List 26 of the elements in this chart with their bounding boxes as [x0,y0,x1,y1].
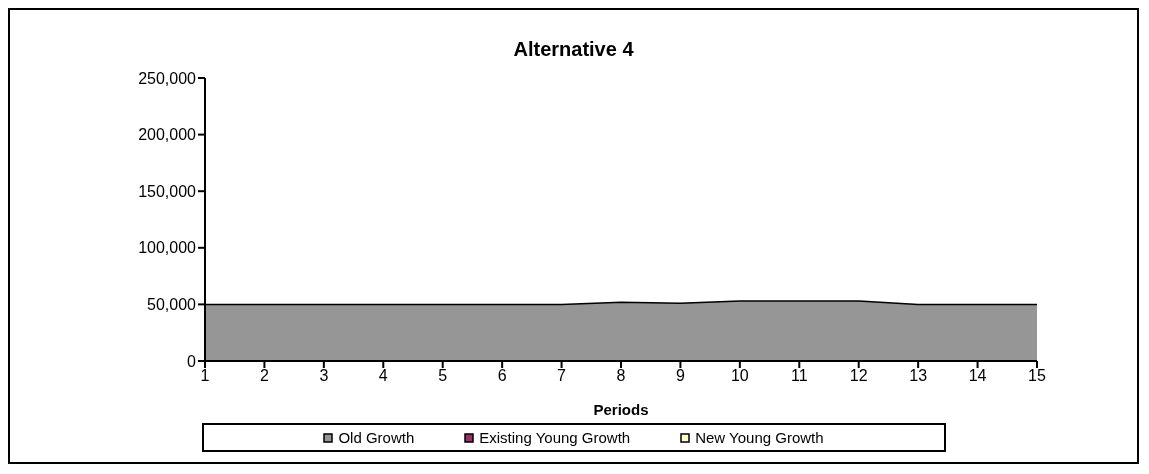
x-tick-label: 10 [730,367,749,385]
legend-label: Old Growth [338,429,415,446]
y-tick-label: 100,000 [138,239,197,257]
y-tick-label: 200,000 [138,126,197,144]
x-tick-label: 15 [1028,367,1046,385]
x-tick-label: 4 [378,367,388,385]
x-tick-label: 14 [968,367,987,385]
legend-label: New Young Growth [695,429,824,446]
x-tick-label: 13 [909,367,928,385]
x-tick-label: 12 [849,367,868,385]
y-tick-label: 250,000 [138,69,197,87]
x-tick-label: 5 [438,367,448,385]
legend-label: Existing Young Growth [479,429,631,446]
x-tick-label: 7 [557,367,567,385]
chart-title: Alternative 4 [512,38,635,61]
y-tick-label: 150,000 [138,182,197,200]
x-tick-label: 11 [790,367,808,385]
y-tick-label: 50,000 [147,296,197,314]
x-tick-label: 3 [319,367,329,385]
x-tick-label: 1 [200,367,210,385]
x-axis-title: Periods [593,401,649,418]
x-tick-label: 6 [497,367,507,385]
y-tick-label: 0 [187,352,197,370]
x-tick-label: 8 [616,367,626,385]
x-tick-label: 9 [675,367,685,385]
x-tick-label: 2 [259,367,269,385]
